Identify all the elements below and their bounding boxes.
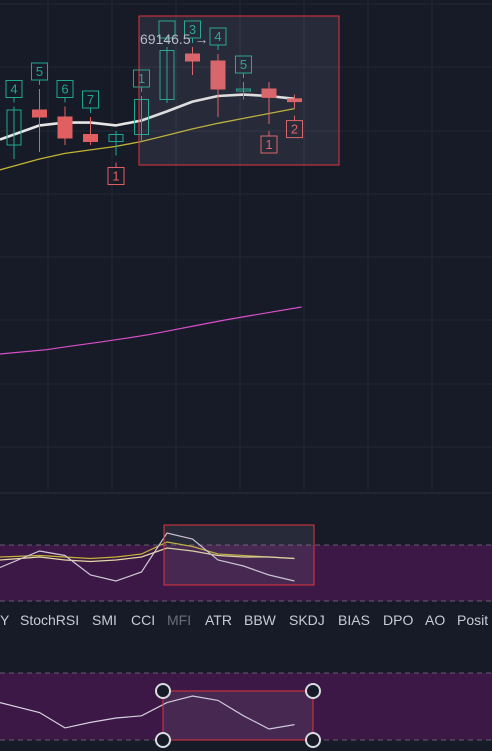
candle-down[interactable]: [32, 109, 47, 118]
candle-up[interactable]: [108, 134, 124, 142]
candle-up[interactable]: [6, 109, 22, 146]
tab-cci[interactable]: CCI: [131, 612, 155, 628]
price-pane[interactable]: 4 5 6 7 1 1 3 4 5 1 2 69146.5 →: [0, 15, 340, 355]
selection-box-price[interactable]: [138, 15, 340, 166]
oscillator-series-line: [0, 541, 295, 560]
marker-label: 7: [87, 92, 94, 107]
sequence-marker: 3: [184, 20, 201, 43]
oscillator-pane[interactable]: [0, 524, 492, 602]
tab-mfi[interactable]: MFI: [167, 612, 191, 628]
marker-label: 1: [112, 169, 119, 184]
sequence-marker: 6: [56, 80, 74, 103]
tab-smi[interactable]: SMI: [92, 612, 117, 628]
marker-label: 5: [240, 57, 247, 72]
oscillator-series-line: [0, 532, 295, 582]
tab-bias[interactable]: BIAS: [338, 612, 370, 628]
marker-label: 1: [265, 137, 272, 152]
indicator-tab-bar[interactable]: Y StochRSI SMI CCI MFI ATR BBW SKDJ BIAS DPO AO Pos…: [0, 612, 488, 628]
sequence-marker: 5: [235, 55, 252, 78]
mfi-band: [0, 673, 492, 740]
candle-up[interactable]: [236, 88, 251, 92]
sequence-marker: 1: [107, 162, 125, 185]
grid-lines: [0, 0, 492, 490]
tab-skdj[interactable]: SKDJ: [289, 612, 325, 628]
ma-pink-line: [0, 306, 302, 355]
sequence-markers: 4 5 6 7 1 1 3 4 5 1 2: [5, 20, 303, 185]
candle-down[interactable]: [83, 134, 98, 142]
resize-handle-bottom-right[interactable]: [305, 732, 321, 748]
mfi-series-line: [0, 695, 295, 730]
resize-handle-top-left[interactable]: [155, 683, 171, 699]
sequence-marker: 4: [209, 27, 227, 50]
marker-label: 1: [138, 71, 145, 86]
resize-handle-top-right[interactable]: [305, 683, 321, 699]
candle-up[interactable]: [159, 50, 175, 100]
sequence-marker: 4: [5, 80, 23, 103]
tab-bbw[interactable]: BBW: [244, 612, 277, 628]
tab-ao[interactable]: AO: [425, 612, 445, 628]
sequence-marker: 7: [82, 90, 99, 113]
tab-dpo[interactable]: DPO: [383, 612, 413, 628]
oscillator-lines: [0, 532, 295, 582]
resize-handle-bottom-left[interactable]: [155, 732, 171, 748]
candles[interactable]: [6, 47, 302, 159]
candle-down[interactable]: [261, 88, 277, 98]
candle-down[interactable]: [185, 53, 200, 62]
mfi-line: [0, 695, 295, 730]
tab-posit[interactable]: Posit: [457, 612, 488, 628]
marker-label: 4: [214, 29, 221, 44]
tab-stochrsi[interactable]: StochRSI: [20, 612, 79, 628]
tab-atr[interactable]: ATR: [205, 612, 232, 628]
sequence-marker: [158, 20, 176, 43]
selection-box-oscillator[interactable]: [163, 524, 315, 586]
candle-up[interactable]: [134, 99, 149, 135]
marker-label: 2: [291, 122, 298, 137]
tab-y[interactable]: Y: [0, 612, 10, 628]
candle-down[interactable]: [287, 98, 302, 103]
price-label: 69146.5 →: [140, 31, 209, 47]
candle-down[interactable]: [210, 60, 226, 90]
sequence-marker: 1: [260, 131, 278, 154]
marker-label: 4: [10, 82, 17, 97]
candle-down[interactable]: [57, 116, 73, 139]
oscillator-band: [0, 545, 492, 601]
sequence-marker: 5: [31, 62, 48, 85]
mfi-pane[interactable]: [0, 672, 492, 748]
sequence-marker: 2: [286, 115, 303, 139]
sequence-marker: 1: [133, 69, 150, 92]
marker-label: 3: [189, 22, 196, 37]
marker-label: 6: [61, 82, 68, 97]
marker-label: 5: [36, 64, 43, 79]
selection-box-mfi[interactable]: [162, 690, 314, 741]
